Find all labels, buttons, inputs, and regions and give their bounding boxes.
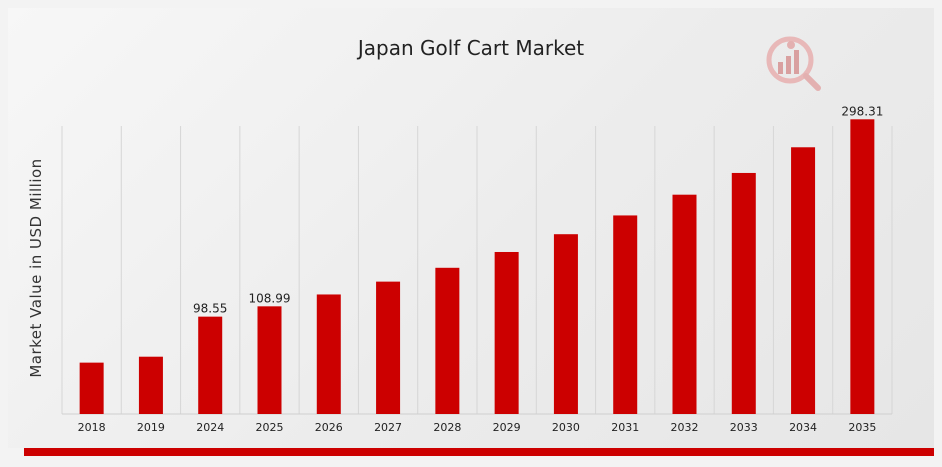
bar-2032	[672, 194, 697, 414]
x-tick-label: 2025	[256, 421, 284, 434]
x-tick-label: 2031	[611, 421, 639, 434]
bar-2033	[731, 172, 756, 414]
bar-2028	[435, 267, 460, 414]
x-tick-label: 2032	[671, 421, 699, 434]
bar-2027	[376, 281, 401, 414]
x-tick-label: 2024	[196, 421, 224, 434]
bar-2029	[494, 251, 519, 414]
logo-icon	[766, 36, 821, 91]
x-tick-label: 2027	[374, 421, 402, 434]
footer-accent-bar	[24, 448, 934, 456]
x-tick-label: 2018	[78, 421, 106, 434]
x-tick-label: 2034	[789, 421, 817, 434]
bar-2031	[613, 215, 638, 414]
bar-2024	[198, 316, 223, 414]
bar-2035	[850, 119, 875, 414]
x-tick-label: 2030	[552, 421, 580, 434]
bar-2026	[316, 294, 341, 414]
bar-2034	[791, 147, 816, 415]
data-label: 298.31	[841, 104, 883, 118]
data-label: 108.99	[249, 291, 291, 305]
chart-title: Japan Golf Cart Market	[357, 36, 585, 60]
bar-2018	[79, 362, 104, 414]
bar-2030	[553, 234, 578, 414]
x-tick-label: 2019	[137, 421, 165, 434]
x-tick-label: 2026	[315, 421, 343, 434]
x-tick-label: 2033	[730, 421, 758, 434]
x-tick-label: 2035	[848, 421, 876, 434]
x-tick-label: 2029	[493, 421, 521, 434]
bar-2019	[138, 356, 163, 414]
x-tick-label: 2028	[433, 421, 461, 434]
data-label: 98.55	[193, 302, 227, 316]
bar-2025	[257, 306, 282, 414]
